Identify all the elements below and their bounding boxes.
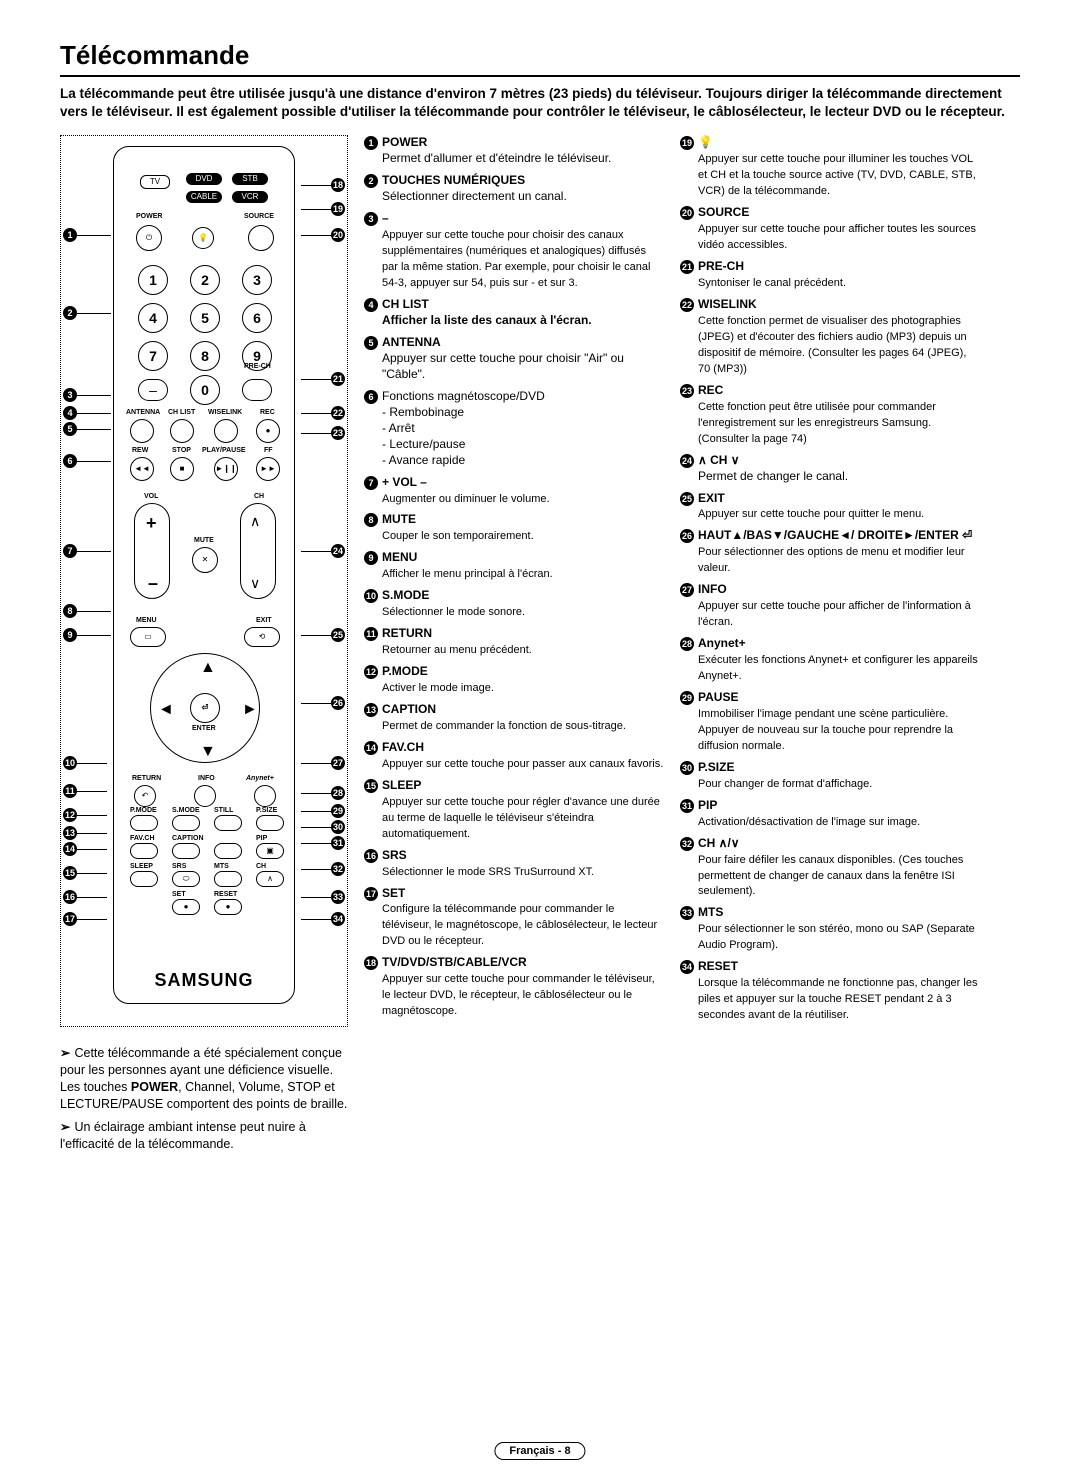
desc-item-5: 5ANTENNAAppuyer sur cette touche pour ch…	[364, 335, 664, 383]
mode-tv: TV	[140, 175, 170, 189]
page-title: Télécommande	[60, 40, 249, 70]
desc-item-15: 15SLEEPAppuyer sur cette touche pour rég…	[364, 778, 664, 842]
desc-item-26: 26HAUT▲/BAS▼/GAUCHE◄/ DROITE►/ENTER ⏎Pou…	[680, 528, 980, 576]
descriptions-right: 19💡Appuyer sur cette touche pour illumin…	[680, 135, 980, 1023]
num-1: 1	[138, 265, 168, 295]
main-columns: 1 2 3 4 5 6 7 8 9 10 11 12 13 14 15 16 1…	[60, 135, 1020, 1152]
desc-item-27: 27INFOAppuyer sur cette touche pour affi…	[680, 582, 980, 630]
desc-item-2: 2TOUCHES NUMÉRIQUESSélectionner directem…	[364, 173, 664, 205]
desc-item-6: 6Fonctions magnétoscope/DVD- Rembobinage…	[364, 389, 664, 469]
desc-item-1: 1POWERPermet d'allumer et d'éteindre le …	[364, 135, 664, 167]
desc-item-24: 24∧ CH ∨Permet de changer le canal.	[680, 453, 980, 485]
desc-item-9: 9MENUAfficher le menu principal à l'écra…	[364, 550, 664, 582]
desc-item-17: 17SETConfigure la télécommande pour comm…	[364, 886, 664, 950]
desc-item-25: 25EXITAppuyer sur cette touche pour quit…	[680, 491, 980, 523]
desc-item-29: 29PAUSEImmobiliser l'image pendant une s…	[680, 690, 980, 754]
desc-item-8: 8MUTECouper le son temporairement.	[364, 512, 664, 544]
dash-button: –	[138, 379, 168, 401]
accessibility-notes: ➢Cette télécommande a été spécialement c…	[60, 1045, 348, 1152]
desc-item-3: 3–Appuyer sur cette touche pour choisir …	[364, 211, 664, 291]
num-3: 3	[242, 265, 272, 295]
desc-item-10: 10S.MODESélectionner le mode sonore.	[364, 588, 664, 620]
desc-item-23: 23RECCette fonction peut être utilisée p…	[680, 383, 980, 447]
num-8: 8	[190, 341, 220, 371]
desc-item-32: 32CH ∧/∨Pour faire défiler les canaux di…	[680, 836, 980, 900]
desc-item-19: 19💡Appuyer sur cette touche pour illumin…	[680, 135, 980, 199]
num-6: 6	[242, 303, 272, 333]
page-footer: Français - 8	[494, 1442, 585, 1460]
desc-item-7: 7+ VOL –Augmenter ou diminuer le volume.	[364, 475, 664, 507]
num-5: 5	[190, 303, 220, 333]
mode-cable: CABLE	[186, 191, 222, 203]
desc-item-11: 11RETURNRetourner au menu précédent.	[364, 626, 664, 658]
desc-item-31: 31PIPActivation/désactivation de l'image…	[680, 798, 980, 830]
desc-item-4: 4CH LISTAfficher la liste des canaux à l…	[364, 297, 664, 329]
descriptions-mid: 1POWERPermet d'allumer et d'éteindre le …	[364, 135, 664, 1019]
power-button: ⏻	[136, 225, 162, 251]
mode-dvd: DVD	[186, 173, 222, 185]
desc-item-22: 22WISELINKCette fonction permet de visua…	[680, 297, 980, 377]
num-0: 0	[190, 375, 220, 405]
note-2: Un éclairage ambiant intense peut nuire …	[60, 1120, 306, 1151]
prech-button	[242, 379, 272, 401]
desc-item-16: 16SRSSélectionner le mode SRS TruSurroun…	[364, 848, 664, 880]
source-button	[248, 225, 274, 251]
desc-item-34: 34RESETLorsque la télécommande ne foncti…	[680, 959, 980, 1023]
desc-item-33: 33MTSPour sélectionner le son stéréo, mo…	[680, 905, 980, 953]
light-button: 💡	[192, 227, 214, 249]
desc-item-13: 13CAPTIONPermet de commander la fonction…	[364, 702, 664, 734]
desc-item-21: 21PRE-CHSyntoniser le canal précédent.	[680, 259, 980, 291]
intro-text: La télécommande peut être utilisée jusqu…	[60, 85, 1020, 121]
desc-item-14: 14FAV.CHAppuyer sur cette touche pour pa…	[364, 740, 664, 772]
desc-item-18: 18TV/DVD/STB/CABLE/VCRAppuyer sur cette …	[364, 955, 664, 1019]
desc-item-20: 20SOURCEAppuyer sur cette touche pour af…	[680, 205, 980, 253]
brand-label: SAMSUNG	[114, 970, 294, 991]
mode-stb: STB	[232, 173, 268, 185]
num-4: 4	[138, 303, 168, 333]
desc-item-28: 28Anynet+Exécuter les fonctions Anynet+ …	[680, 636, 980, 684]
desc-item-30: 30P.SIZEPour changer de format d'afficha…	[680, 760, 980, 792]
desc-item-12: 12P.MODEActiver le mode image.	[364, 664, 664, 696]
mode-vcr: VCR	[232, 191, 268, 203]
remote-diagram: 1 2 3 4 5 6 7 8 9 10 11 12 13 14 15 16 1…	[60, 135, 348, 1027]
num-2: 2	[190, 265, 220, 295]
remote-body: TV DVD STB CABLE VCR POWER SOURCE ⏻ 💡 12…	[113, 146, 295, 1004]
num-7: 7	[138, 341, 168, 371]
